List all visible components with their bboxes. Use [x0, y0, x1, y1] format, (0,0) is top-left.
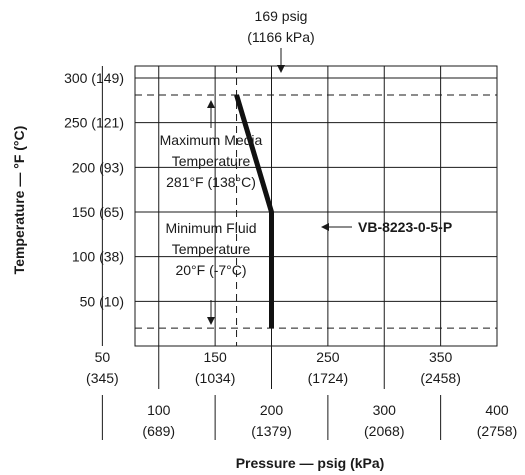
y-tick-label: 150 (65)	[72, 204, 124, 220]
min-temp-annotation-line1: Minimum Fluid	[165, 220, 256, 236]
series-label: VB-8223-0-5-P	[358, 219, 452, 235]
x-axis-title: Pressure — psig (kPa)	[236, 455, 385, 471]
plot-frame	[134, 65, 498, 347]
x-tick-sublabel: (689)	[142, 423, 175, 439]
min-temp-annotation-line3: 20°F (-7°C)	[175, 262, 246, 278]
x-tick-label: 350	[429, 349, 453, 365]
min-temp-annotation-line2: Temperature	[172, 241, 251, 257]
pressure-annotation-line1: 169 psig	[255, 8, 308, 24]
y-axis-title: Temperature — °F (°C)	[11, 126, 27, 275]
x-tick-label: 100	[147, 402, 171, 418]
x-tick-label: 150	[203, 349, 227, 365]
x-tick-label: 200	[260, 402, 284, 418]
x-tick-sublabel: (2758)	[477, 423, 517, 439]
y-tick-label: 50 (10)	[80, 293, 124, 309]
x-tick-sublabel: (1724)	[308, 370, 348, 386]
max-temp-annotation-line2: Temperature	[172, 153, 251, 169]
max-temp-annotation-line3: 281°F (138°C)	[166, 174, 256, 190]
series-line-vb-8223-0-5-p	[234, 94, 274, 329]
x-tick-label: 250	[316, 349, 340, 365]
reference-lines	[135, 66, 497, 346]
y-tick-label: 200 (93)	[72, 159, 124, 175]
y-tick-label: 250 (121)	[64, 115, 124, 131]
x-tick-sublabel: (2458)	[420, 370, 460, 386]
series-layer	[234, 94, 274, 329]
x-tick-sublabel: (1034)	[195, 370, 235, 386]
max-temp-annotation-line1: Maximum Media	[160, 132, 263, 148]
x-tick-label: 300	[373, 402, 397, 418]
x-tick-sublabel: (1379)	[251, 423, 291, 439]
x-tick-sublabel: (2068)	[364, 423, 404, 439]
y-tick-label: 300 (149)	[64, 70, 124, 86]
x-tick-sublabel: (345)	[86, 370, 119, 386]
pressure-annotation-line2: (1166 kPa)	[247, 29, 314, 45]
x-tick-label: 400	[485, 402, 509, 418]
x-tick-label: 50	[95, 349, 111, 365]
grid-lines	[101, 66, 497, 440]
tick-labels: 50 (10) 100 (38) 150 (65) 200 (93) 250 (121)…	[64, 70, 517, 439]
y-tick-label: 100 (38)	[72, 249, 124, 265]
